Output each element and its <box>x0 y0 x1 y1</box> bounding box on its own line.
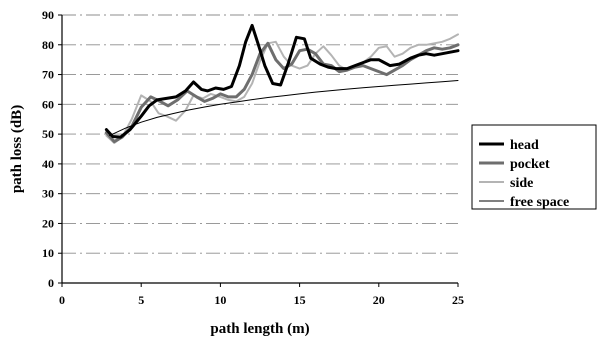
legend-label-head: head <box>510 138 539 153</box>
series-line-free-space <box>109 80 459 137</box>
y-tick-label: 60 <box>42 97 54 111</box>
x-tick-label: 0 <box>59 293 65 307</box>
legend-label-side: side <box>510 176 533 191</box>
x-axis-label: path length (m) <box>210 321 309 337</box>
y-tick-labels: 0 10 20 30 40 50 60 70 80 90 <box>42 8 62 290</box>
x-tick-label: 25 <box>452 293 464 307</box>
y-tick-label: 20 <box>42 216 54 230</box>
x-tick-label: 5 <box>138 293 144 307</box>
y-tick-label: 40 <box>42 157 54 171</box>
legend-label-free-space: free space <box>510 195 569 210</box>
x-tick-label: 10 <box>214 293 226 307</box>
y-tick-label: 50 <box>42 127 54 141</box>
gridlines <box>62 14 458 254</box>
legend: head pocket side free space <box>471 124 597 210</box>
series-lines <box>104 23 460 144</box>
series-line-side <box>105 33 459 144</box>
series-line-head <box>104 23 460 139</box>
legend-box <box>471 124 597 210</box>
y-tick-label: 10 <box>42 246 54 260</box>
y-tick-label: 0 <box>48 276 54 290</box>
legend-label-pocket: pocket <box>510 157 550 172</box>
y-tick-label: 70 <box>42 68 54 82</box>
y-tick-label: 80 <box>42 38 54 52</box>
series-line-pocket <box>104 41 460 144</box>
x-tick-labels: 0 5 10 15 20 25 <box>59 283 464 307</box>
x-tick-label: 20 <box>373 293 385 307</box>
y-tick-label: 90 <box>42 8 54 22</box>
y-axis-label: path loss (dB) <box>9 105 25 193</box>
x-tick-label: 15 <box>294 293 306 307</box>
y-tick-label: 30 <box>42 187 54 201</box>
